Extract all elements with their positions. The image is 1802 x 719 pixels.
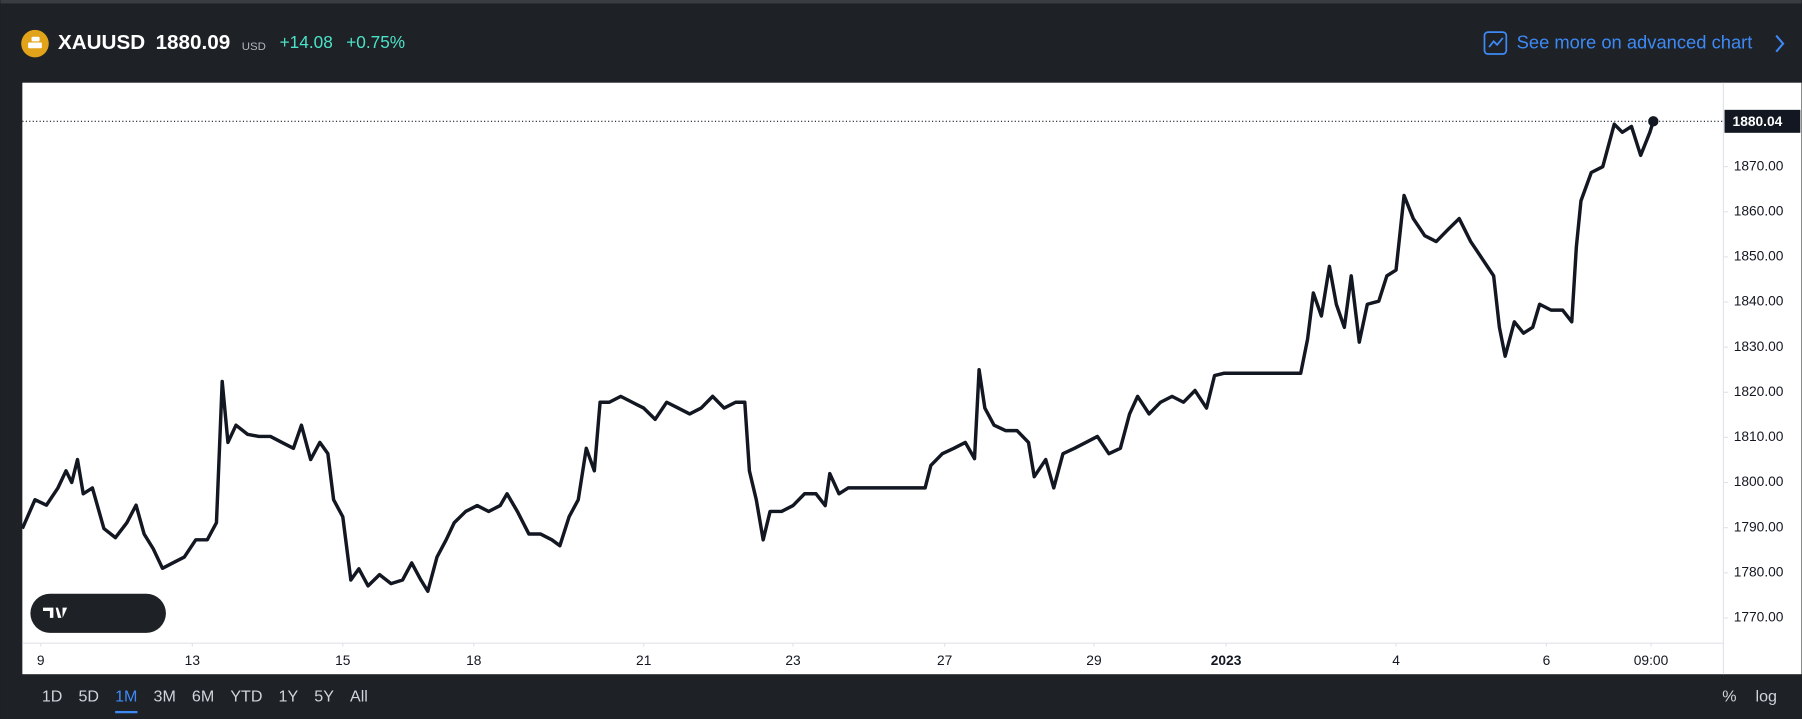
range-button[interactable]: 6M xyxy=(192,687,214,705)
x-tick-label: 2023 xyxy=(1211,653,1242,668)
x-tick-label: 27 xyxy=(937,653,952,668)
y-tick-label: 1820.00 xyxy=(1734,384,1784,399)
top-border xyxy=(0,0,1802,4)
scale-button[interactable]: % xyxy=(1722,687,1736,705)
y-tick-label: 1790.00 xyxy=(1734,519,1784,534)
change-percent: +0.75% xyxy=(346,32,405,52)
price-line xyxy=(20,120,1655,594)
chart-area xyxy=(22,82,1802,675)
change: +14.08 xyxy=(280,32,333,52)
range-button[interactable]: 5D xyxy=(79,687,100,705)
y-tick-label: 1840.00 xyxy=(1734,294,1784,309)
y-tick-label: 1780.00 xyxy=(1734,564,1784,579)
logo-badge xyxy=(30,593,166,633)
price-tag-label: 1880.04 xyxy=(1733,114,1783,129)
range-button[interactable]: 1D xyxy=(42,687,63,705)
x-tick-label: 6 xyxy=(1543,653,1551,668)
range-button[interactable]: All xyxy=(350,687,368,705)
last-point xyxy=(1648,116,1659,127)
y-tick-label: 1810.00 xyxy=(1734,429,1784,444)
symbol[interactable]: XAUUSD xyxy=(58,31,145,54)
x-tick-label: 09:00 xyxy=(1634,653,1669,668)
range-button[interactable]: YTD xyxy=(230,687,262,705)
y-tick-label: 1830.00 xyxy=(1734,339,1784,354)
logo-mark xyxy=(43,607,68,618)
scale-button[interactable]: log xyxy=(1756,687,1777,705)
x-tick-label: 18 xyxy=(466,653,482,668)
y-tick-label: 1860.00 xyxy=(1734,203,1784,218)
y-tick-label: 1850.00 xyxy=(1734,249,1784,264)
price-tag xyxy=(1724,109,1801,133)
currency: USD xyxy=(242,41,266,53)
range-button[interactable]: 1M xyxy=(115,687,137,705)
icon-bar xyxy=(28,42,42,49)
y-tick-label: 1770.00 xyxy=(1734,610,1784,625)
range-button[interactable]: 5Y xyxy=(314,687,334,705)
link-icon-line xyxy=(1488,37,1504,48)
range-button[interactable]: 1Y xyxy=(279,687,299,705)
icon-bar xyxy=(31,36,40,42)
bottom-bar: 1D 5D 1M 3M 6M YTD 1Y 5Y All% log xyxy=(42,687,1777,714)
x-tick-label: 9 xyxy=(37,653,45,668)
x-tick-label: 13 xyxy=(185,653,201,668)
tv-logo[interactable] xyxy=(30,593,166,633)
x-tick-label: 29 xyxy=(1086,653,1101,668)
x-tick-label: 23 xyxy=(785,653,801,668)
link-text[interactable]: See more on advanced chart xyxy=(1517,32,1753,53)
price: 1880.09 xyxy=(156,31,231,54)
advanced-link[interactable]: See more on advanced chart xyxy=(1483,31,1785,55)
y-tick-label: 1800.00 xyxy=(1734,474,1784,489)
range-underline xyxy=(115,710,138,714)
x-tick-label: 4 xyxy=(1392,653,1400,668)
link-icon xyxy=(1483,31,1508,55)
range-button[interactable]: 3M xyxy=(154,687,176,705)
x-tick-label: 21 xyxy=(636,653,651,668)
y-tick-label: 1870.00 xyxy=(1734,158,1784,173)
x-tick-label: 15 xyxy=(335,653,351,668)
chevron xyxy=(1775,34,1785,53)
plot: 1770.00 1780.00 1790.00 1800.00 1810.00 1820.… xyxy=(20,109,1801,668)
